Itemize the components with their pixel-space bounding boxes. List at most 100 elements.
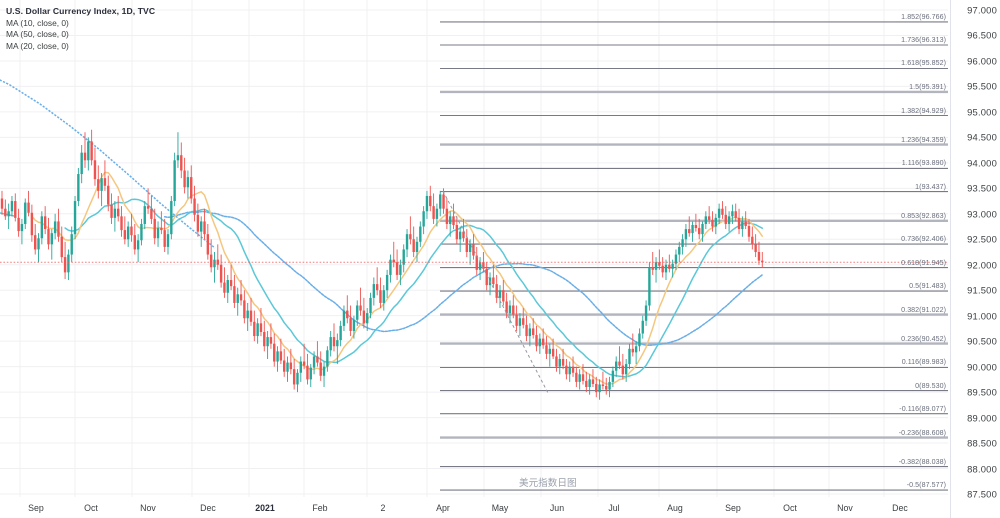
price-tick-1: 96.500 — [967, 29, 997, 41]
candle-body — [93, 160, 97, 180]
candle-body — [385, 274, 389, 291]
candle-body — [405, 234, 409, 250]
candle-body — [233, 286, 236, 303]
candle-body — [492, 277, 495, 285]
candle-body — [0, 198, 4, 209]
candle-body — [462, 231, 465, 239]
candle-body — [34, 235, 37, 250]
candle-body — [591, 379, 595, 384]
trendline[interactable] — [442, 190, 549, 394]
candle-body — [67, 254, 70, 273]
candle-body — [452, 216, 455, 225]
ma-legend-10: MA (10, close, 0) — [6, 17, 69, 28]
fib-label-10: 0.618(91.945) — [901, 258, 946, 267]
fib-label-17: -0.236(88.608) — [898, 428, 946, 437]
candle-body — [146, 206, 150, 209]
candle-body — [346, 310, 349, 319]
candle-body — [312, 356, 316, 368]
candle-body — [30, 212, 34, 236]
candle-body — [256, 323, 259, 337]
fibonacci-levels[interactable] — [440, 21, 948, 491]
candle-body — [37, 238, 40, 250]
candle-body — [356, 305, 359, 320]
chart-legend: U.S. Dollar Currency Index, 1D, TVC MA (… — [6, 6, 155, 52]
candle-body — [140, 223, 143, 241]
candle-body — [691, 224, 694, 234]
candle-body — [528, 328, 532, 337]
candle-body — [714, 217, 717, 227]
candle-body — [316, 356, 319, 363]
candle-body — [97, 179, 100, 191]
candle-body — [379, 290, 382, 303]
time-axis[interactable]: Sep Oct Nov Dec 2021 Feb 2 Apr May Jun Jul Aug Sep Oc… — [0, 499, 950, 518]
candle-body — [107, 185, 110, 205]
candle-body — [505, 301, 508, 314]
candle-body — [478, 262, 482, 270]
fib-label-2: 1.618(95.852) — [901, 59, 946, 68]
candle-body — [306, 365, 309, 380]
candle-body — [20, 223, 24, 232]
candle-body — [565, 365, 568, 375]
candle-body — [611, 370, 615, 382]
candle-body — [170, 201, 173, 235]
candle-body — [259, 323, 263, 332]
time-tick-nov: Nov — [837, 503, 853, 513]
candle-body — [382, 290, 385, 303]
candle-body — [485, 268, 488, 286]
candle-body — [90, 141, 93, 161]
symbol-title: U.S. Dollar Currency Index, 1D, TVC — [6, 6, 156, 16]
candle-body — [648, 267, 651, 306]
time-tick-nov: Nov — [140, 503, 156, 513]
candle-body — [160, 228, 163, 231]
candle-body — [339, 325, 342, 341]
candle-body — [605, 385, 608, 390]
candle-body — [173, 160, 176, 202]
candle-body — [595, 383, 598, 393]
candle-body — [322, 366, 326, 376]
candle-body — [422, 211, 425, 227]
candle-body — [641, 320, 644, 334]
candle-body — [761, 260, 764, 263]
candle-body — [200, 221, 203, 232]
candle-body — [326, 350, 329, 367]
candle-body — [117, 208, 120, 217]
candle-body — [674, 254, 678, 264]
candle-body — [472, 244, 475, 256]
candle-body — [465, 238, 468, 252]
candle-body — [203, 221, 206, 235]
price-tick-6: 94.000 — [967, 157, 997, 169]
candle-body — [671, 263, 674, 269]
candle-body — [100, 178, 103, 191]
candle-body — [717, 208, 721, 218]
candle-body — [246, 310, 249, 319]
candle-body — [658, 262, 661, 266]
candle-body — [757, 252, 761, 261]
candle-body — [332, 337, 336, 347]
candle-body — [176, 155, 180, 161]
candle-body — [435, 208, 439, 219]
candle-body — [498, 290, 502, 298]
candle-body — [249, 310, 253, 322]
candle-body — [273, 343, 276, 362]
price-tick-10: 92.000 — [967, 259, 997, 271]
candle-body — [73, 201, 77, 235]
price-tick-13: 90.500 — [967, 335, 997, 347]
candle-body — [239, 294, 243, 301]
candle-body — [711, 219, 714, 227]
candle-body — [336, 340, 339, 347]
price-tick-3: 95.500 — [967, 80, 997, 92]
candle-body — [681, 239, 684, 247]
candle-body — [53, 221, 57, 234]
candle-body — [362, 310, 366, 324]
price-tick-18: 88.000 — [967, 463, 997, 475]
candle-body — [415, 241, 419, 252]
price-axis[interactable]: 97.000 96.500 96.000 95.500 95.000 94.500 94.0… — [950, 0, 1000, 518]
candle-body — [299, 361, 302, 373]
candle-body — [279, 351, 283, 361]
candle-body — [661, 265, 664, 273]
candle-body — [638, 333, 641, 347]
candle-body — [110, 204, 113, 218]
candle-body — [525, 324, 528, 337]
